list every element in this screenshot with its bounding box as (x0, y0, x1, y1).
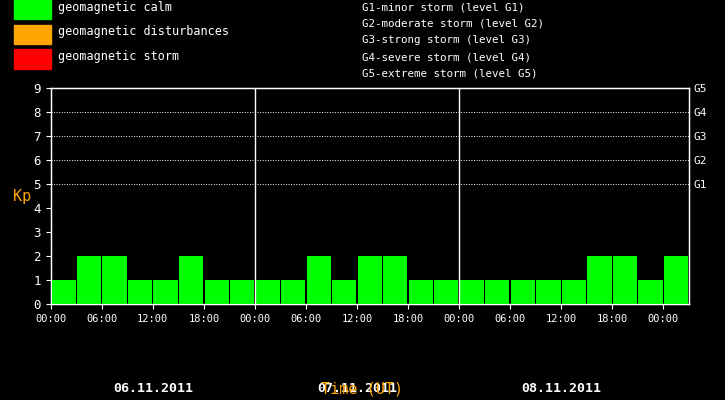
Bar (434, 280, 458, 304)
Bar (613, 256, 637, 304)
Bar (485, 280, 510, 304)
Text: geomagnetic storm: geomagnetic storm (58, 50, 179, 63)
Bar (14, 0, 51, 19)
Bar (562, 280, 586, 304)
Bar (77, 256, 102, 304)
Bar (255, 280, 280, 304)
Bar (179, 256, 203, 304)
Bar (357, 256, 382, 304)
Bar (332, 280, 357, 304)
Text: 06.11.2011: 06.11.2011 (113, 382, 193, 395)
Bar (204, 280, 229, 304)
Y-axis label: Kp: Kp (13, 188, 32, 204)
Text: G1-minor storm (level G1): G1-minor storm (level G1) (362, 2, 525, 12)
Text: 08.11.2011: 08.11.2011 (521, 382, 601, 395)
Bar (460, 280, 484, 304)
Bar (128, 280, 152, 304)
Bar (307, 256, 331, 304)
Bar (281, 280, 305, 304)
Bar (587, 256, 612, 304)
Bar (409, 280, 433, 304)
Bar (14, 25, 51, 44)
Bar (383, 256, 407, 304)
Bar (638, 280, 663, 304)
Bar (154, 280, 178, 304)
Text: G2-moderate storm (level G2): G2-moderate storm (level G2) (362, 19, 544, 29)
Text: geomagnetic disturbances: geomagnetic disturbances (58, 25, 229, 38)
Bar (664, 256, 688, 304)
Bar (536, 280, 560, 304)
Text: G5-extreme storm (level G5): G5-extreme storm (level G5) (362, 69, 538, 79)
Text: 07.11.2011: 07.11.2011 (317, 382, 397, 395)
Text: G3-strong storm (level G3): G3-strong storm (level G3) (362, 36, 531, 46)
Bar (230, 280, 254, 304)
Bar (14, 49, 51, 69)
Text: geomagnetic calm: geomagnetic calm (58, 0, 172, 14)
Text: G4-severe storm (level G4): G4-severe storm (level G4) (362, 52, 531, 62)
Bar (510, 280, 535, 304)
Bar (102, 256, 127, 304)
Text: Time (UT): Time (UT) (321, 381, 404, 396)
Bar (51, 280, 75, 304)
